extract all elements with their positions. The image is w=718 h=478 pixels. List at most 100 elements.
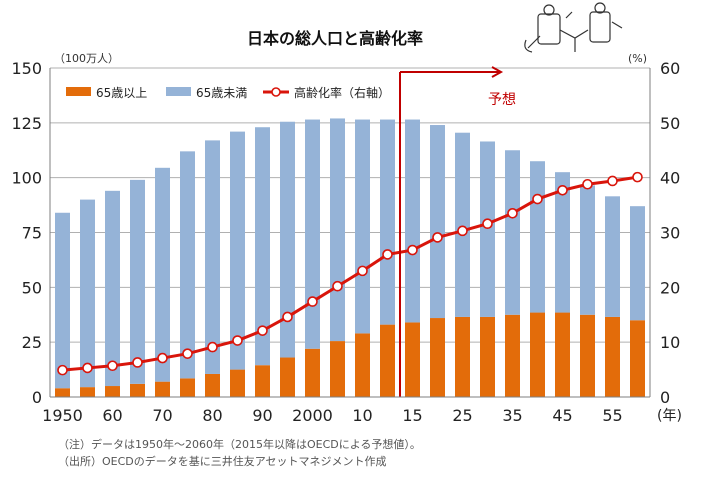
bar-under-65 — [330, 118, 345, 342]
aging-rate-line — [62, 175, 638, 372]
x-axis-tick-label: 60 — [102, 406, 122, 425]
left-axis-tick-label: 50 — [22, 278, 42, 297]
bar-65-and-over — [530, 312, 545, 397]
forecast-marker: 予想 — [399, 66, 516, 397]
bar-under-65 — [55, 212, 70, 389]
note-footnote: （注）データは1950年～2060年（2015年以降はOECDによる予想値）。 — [58, 438, 421, 451]
bar-under-65 — [130, 179, 145, 384]
x-axis-tick-label: 80 — [202, 406, 222, 425]
aging-rate-point — [132, 357, 143, 368]
bar-under-65 — [505, 150, 520, 315]
bar-series — [55, 118, 645, 397]
bar-65-and-over — [305, 348, 320, 397]
bar-65-and-over — [280, 357, 295, 397]
x-axis-tick-label: 1950 — [42, 406, 83, 425]
x-axis-tick-label: 10 — [352, 406, 372, 425]
forecast-arrow-head — [491, 66, 504, 78]
right-axis-unit: (%) — [628, 52, 647, 65]
right-axis-tick-label: 60 — [660, 59, 680, 78]
bar-65-and-over — [80, 387, 95, 397]
legend-marker-aging-rate — [271, 87, 281, 97]
right-axis-tick-label: 30 — [660, 224, 680, 243]
right-axis-tick-label: 40 — [660, 169, 680, 188]
bar-65-and-over — [155, 381, 170, 397]
aging-rate-point — [157, 352, 168, 364]
bar-under-65 — [105, 190, 120, 387]
bar-under-65 — [605, 196, 620, 317]
aging-rate-point — [207, 341, 218, 353]
x-axis-tick-label: 90 — [252, 406, 272, 425]
line-series — [57, 171, 643, 376]
bar-65-and-over — [630, 320, 645, 397]
aging-rate-point — [357, 265, 368, 277]
x-axis-tick-label: 25 — [452, 406, 472, 425]
x-axis-tick-label: 70 — [152, 406, 172, 425]
aging-rate-point — [232, 335, 243, 346]
bar-65-and-over — [605, 316, 620, 397]
bar-under-65 — [530, 161, 545, 313]
bar-65-and-over — [205, 373, 220, 397]
left-axis-unit: （100万人） — [54, 52, 119, 65]
legend-swatch-under-65 — [166, 87, 191, 96]
aging-rate-point — [432, 232, 443, 243]
aging-rate-point — [507, 208, 518, 219]
axes: 0 25 50 75 100 125 150 0 10 20 30 40 50 60 1950 60 70 80 9… — [11, 59, 680, 425]
legend-swatch-65-and-over — [66, 87, 91, 96]
legend-label-aging-rate: 高齢化率（右軸） — [294, 85, 390, 100]
left-axis-tick-label: 75 — [22, 224, 42, 243]
bar-under-65 — [555, 172, 570, 313]
left-axis-tick-label: 125 — [11, 114, 42, 133]
bar-65-and-over — [380, 324, 395, 397]
legend-label-65-and-over: 65歳以上 — [96, 86, 147, 100]
right-axis-tick-label: 20 — [660, 278, 680, 297]
aging-rate-point — [407, 244, 418, 256]
x-axis-tick-label: 2000 — [292, 406, 333, 425]
aging-rate-point — [332, 280, 343, 292]
shopping-people-illustration — [524, 2, 623, 53]
grid-lines — [50, 67, 650, 343]
bar-under-65 — [455, 132, 470, 317]
aging-rate-point — [532, 193, 543, 205]
aging-rate-point — [457, 225, 468, 237]
chart-title: 日本の総人口と高齢化率 — [247, 29, 423, 48]
aging-rate-point — [107, 360, 118, 372]
bar-65-and-over — [55, 388, 70, 397]
aging-rate-point — [382, 249, 393, 260]
bar-65-and-over — [480, 316, 495, 397]
bar-under-65 — [180, 151, 195, 379]
bar-65-and-over — [455, 316, 470, 397]
bar-under-65 — [630, 206, 645, 321]
aging-rate-point — [582, 178, 593, 190]
aging-rate-point — [57, 364, 68, 376]
aging-rate-point — [607, 175, 618, 187]
bar-65-and-over — [105, 386, 120, 397]
right-axis-tick-label: 10 — [660, 333, 680, 352]
bar-under-65 — [355, 119, 370, 334]
bar-under-65 — [280, 121, 295, 358]
bar-under-65 — [405, 119, 420, 323]
bar-65-and-over — [405, 322, 420, 397]
bar-under-65 — [205, 140, 220, 374]
aging-rate-point — [307, 296, 318, 307]
bar-under-65 — [480, 141, 495, 317]
bar-65-and-over — [255, 365, 270, 397]
right-axis-tick-label: 0 — [660, 388, 670, 407]
bar-under-65 — [80, 199, 95, 388]
bar-under-65 — [380, 119, 395, 325]
legend-label-under-65: 65歳未満 — [196, 86, 247, 100]
aging-rate-point — [82, 362, 93, 374]
x-axis-tick-label: 45 — [552, 406, 572, 425]
bar-65-and-over — [180, 378, 195, 397]
bar-65-and-over — [555, 312, 570, 397]
bar-65-and-over — [505, 314, 520, 397]
aging-rate-point — [282, 311, 293, 323]
bar-65-and-over — [355, 333, 370, 397]
bar-under-65 — [305, 119, 320, 349]
bar-under-65 — [430, 125, 445, 319]
forecast-label: 予想 — [488, 92, 516, 108]
left-axis-tick-label: 150 — [11, 59, 42, 78]
bar-65-and-over — [430, 318, 445, 397]
bar-under-65 — [580, 185, 595, 315]
bar-65-and-over — [330, 341, 345, 397]
legend: 65歳以上 65歳未満 高齢化率（右軸） — [66, 85, 390, 100]
